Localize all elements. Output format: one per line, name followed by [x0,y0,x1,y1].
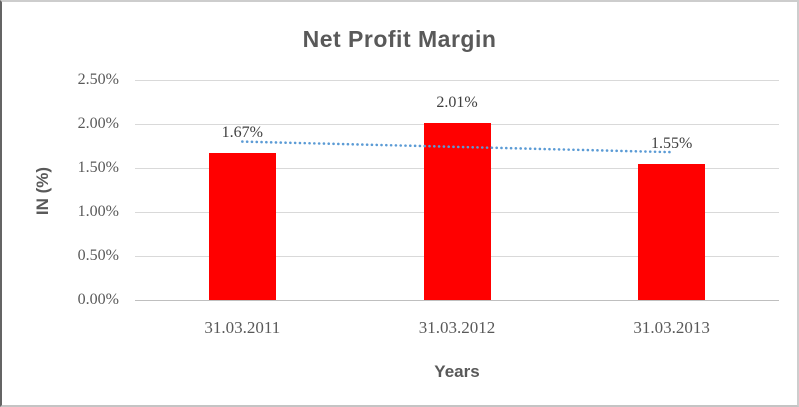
data-label: 1.67% [221,124,263,142]
gridline [135,79,779,81]
y-tick-label: 1.00% [77,203,119,220]
x-axis-title: Years [434,362,480,381]
y-tick-label: 2.50% [77,71,119,88]
chart-title: Net Profit Margin [302,26,497,52]
y-tick-label: 0.00% [77,291,119,308]
x-tick-label: 31.03.2013 [633,318,710,337]
bar-31.03.2013 [638,163,706,300]
data-label: 1.55% [650,134,693,152]
x-axis-line [135,299,779,301]
bar-31.03.2012 [423,123,491,300]
y-tick-label: 1.50% [77,159,119,176]
data-label: 2.01% [436,94,478,112]
x-tick-label: 31.03.2011 [204,318,281,337]
x-tick-label: 31.03.2012 [418,318,496,337]
bar-31.03.2011 [208,153,276,300]
y-axis-title: IN (%) [33,166,52,216]
y-tick-label: 2.00% [77,115,119,132]
y-tick-label: 0.50% [77,247,119,264]
